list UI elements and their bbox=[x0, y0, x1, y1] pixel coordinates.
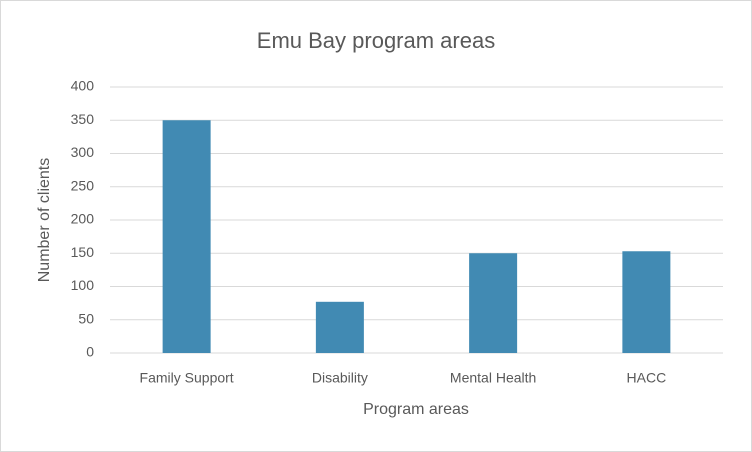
y-tick-label: 200 bbox=[71, 211, 95, 227]
bar bbox=[315, 301, 364, 353]
x-axis-label: Program areas bbox=[363, 401, 469, 418]
y-tick-label: 350 bbox=[71, 111, 95, 127]
bar bbox=[622, 251, 671, 353]
chart-title: Emu Bay program areas bbox=[257, 28, 495, 53]
y-tick-label: 400 bbox=[71, 78, 95, 94]
y-tick-label: 150 bbox=[71, 244, 95, 260]
y-axis-label: Number of clients bbox=[36, 158, 53, 283]
bar bbox=[162, 120, 211, 353]
x-tick-label: Family Support bbox=[140, 370, 234, 386]
x-tick-label: Mental Health bbox=[450, 370, 536, 386]
y-tick-label: 50 bbox=[78, 310, 94, 326]
y-tick-label: 300 bbox=[71, 144, 95, 160]
y-tick-label: 0 bbox=[86, 344, 94, 360]
y-tick-label: 250 bbox=[71, 177, 95, 193]
x-tick-label: Disability bbox=[312, 370, 368, 386]
y-tick-label: 100 bbox=[71, 277, 95, 293]
bar bbox=[469, 253, 518, 353]
x-tick-label: HACC bbox=[627, 370, 667, 386]
